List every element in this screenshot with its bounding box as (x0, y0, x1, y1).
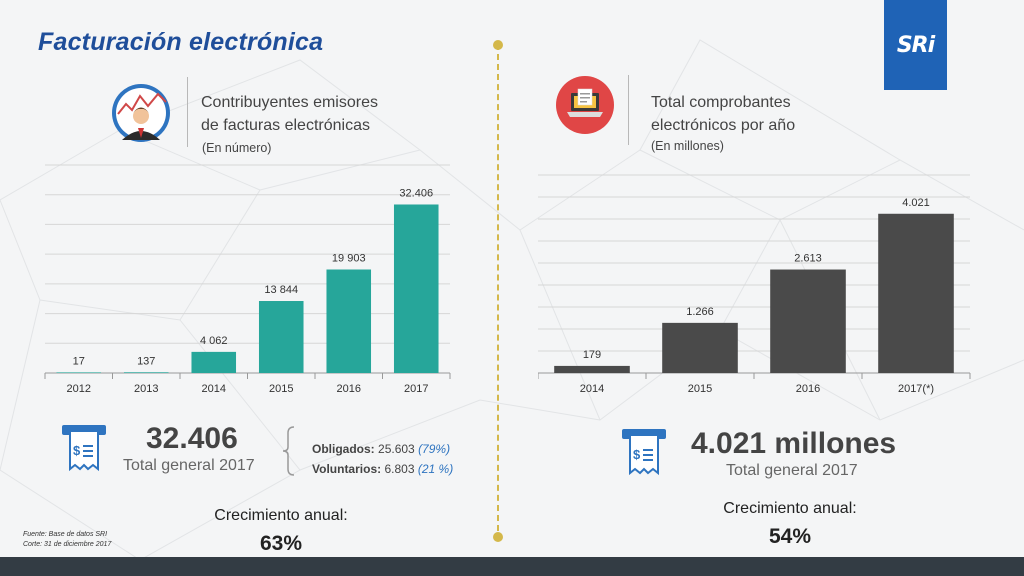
obligados-label: Obligados: (312, 442, 375, 456)
data-label-2016: 2.613 (794, 253, 822, 265)
bar-2017 (393, 204, 439, 373)
bar-2016 (770, 269, 846, 373)
data-label-2014: 179 (583, 349, 601, 361)
tick-label-2017: 2017 (404, 383, 428, 395)
data-label-2015: 13 844 (264, 284, 298, 296)
bar-2015 (258, 301, 304, 373)
breakdown-voluntarios: Voluntarios: 6.803 (21 %) (312, 459, 453, 479)
left-chart-unit: (En número) (202, 141, 272, 155)
left-chart-subtitle: Contribuyentes emisores de facturas elec… (201, 91, 378, 137)
businessman-chart-icon (112, 84, 170, 142)
receipt-icon: $ (62, 425, 106, 472)
voluntarios-value: 6.803 (384, 462, 415, 476)
right-chart-subtitle: Total comprobantes electrónicos por año (651, 91, 795, 137)
bottom-bar (0, 557, 1024, 576)
divider-top-dot (493, 40, 503, 50)
left-breakdown: Obligados: 25.603 (79%) Voluntarios: 6.8… (312, 439, 453, 479)
data-label-2016: 19 903 (332, 253, 366, 265)
tick-label-2012: 2012 (67, 383, 91, 395)
data-label-2017(*): 4.021 (902, 197, 930, 209)
sri-logo: SRi (884, 0, 947, 90)
left-subtitle-line1: Contribuyentes emisores (201, 94, 378, 111)
tick-label-2014: 2014 (202, 383, 226, 395)
brace-icon (282, 426, 295, 476)
bar-2014 (554, 365, 630, 373)
right-subtitle-line1: Total comprobantes (651, 94, 791, 111)
data-label-2014: 4 062 (200, 335, 228, 347)
right-total-label: Total general 2017 (726, 462, 858, 479)
tick-label-2014: 2014 (580, 383, 604, 395)
data-label-2015: 1.266 (686, 306, 714, 318)
footnote: Fuente: Base de datos SRI Corte: 31 de d… (23, 530, 111, 550)
laptop-document-icon (556, 76, 614, 134)
bar-2013 (123, 372, 169, 373)
bar-2017(*) (878, 213, 954, 373)
svg-text:$: $ (73, 443, 81, 458)
logo-text: SRi (896, 32, 935, 58)
left-total-value: 32.406 (146, 422, 238, 455)
data-label-2017: 32.406 (399, 187, 433, 199)
contribuyentes-bar-chart: 17 2012 137 2013 4 062 2014 13 844 2015 19 903 20… (44, 164, 451, 395)
bar-2016 (326, 269, 372, 373)
voluntarios-pct: (21 %) (417, 462, 454, 476)
tick-label-2016: 2016 (337, 383, 361, 395)
right-growth-value: 54% (768, 525, 812, 548)
data-label-2013: 137 (137, 355, 155, 367)
footnote-source: Fuente: Base de datos SRI (23, 531, 108, 538)
divider-bottom-dot (493, 532, 503, 542)
svg-text:$: $ (633, 447, 641, 462)
center-divider (497, 44, 499, 541)
breakdown-obligados: Obligados: 25.603 (79%) (312, 439, 453, 459)
voluntarios-label: Voluntarios: (312, 462, 382, 476)
left-subtitle-line2: de facturas electrónicas (201, 117, 370, 134)
tick-label-2015: 2015 (688, 383, 712, 395)
left-growth-label: Crecimiento anual: (214, 507, 348, 524)
bar-2015 (662, 322, 738, 373)
left-growth-value: 63% (259, 532, 303, 555)
data-label-2012: 17 (73, 355, 85, 367)
bar-2014 (191, 351, 237, 373)
footnote-cutoff: Corte: 31 de diciembre 2017 (23, 541, 112, 548)
tick-label-2017(*): 2017(*) (898, 383, 934, 395)
right-chart-unit: (En millones) (651, 139, 724, 153)
tick-label-2013: 2013 (134, 383, 158, 395)
right-growth-label: Crecimiento anual: (723, 500, 857, 517)
right-subtitle-line2: electrónicos por año (651, 117, 796, 134)
receipt-icon: $ (622, 429, 666, 476)
obligados-value: 25.603 (378, 442, 415, 456)
right-total-value: 4.021 millones (691, 427, 897, 460)
tick-label-2016: 2016 (796, 383, 820, 395)
left-total-label: Total general 2017 (123, 457, 255, 474)
left-title-separator (187, 77, 188, 147)
right-title-separator (628, 75, 629, 145)
comprobantes-bar-chart: 179 2014 1.266 2015 2.613 2016 4.021 2017(*) (538, 174, 971, 395)
page-title: Facturación electrónica (38, 28, 324, 56)
tick-label-2015: 2015 (269, 383, 293, 395)
obligados-pct: (79%) (418, 442, 451, 456)
bar-2012 (56, 372, 102, 373)
